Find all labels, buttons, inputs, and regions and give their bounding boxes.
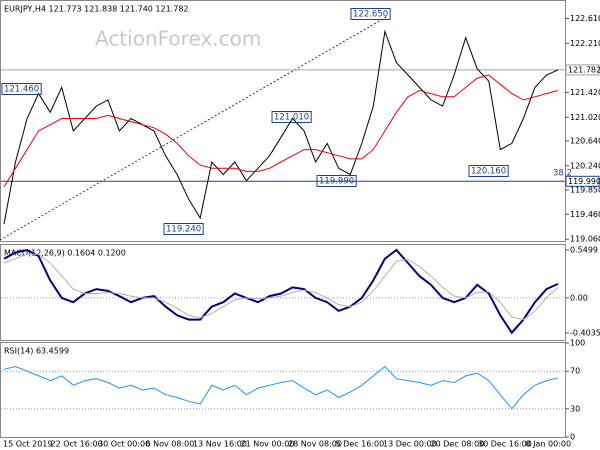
panel-title: EURJPY,H4 121.773 121.838 121.740 121.78…	[4, 5, 189, 14]
x-tick-label: 22 Oct 16:00	[51, 440, 103, 449]
watermark: ActionForex.com	[95, 27, 261, 51]
y-tick-label: 119.460	[570, 210, 600, 219]
panel-title: MACD(12,26,9) 0.1604 0.1200	[4, 249, 126, 258]
price-panel	[0, 0, 566, 242]
y-tick-label: 122.210	[570, 39, 600, 48]
y-tick-label: -0.4035	[570, 328, 600, 337]
rsi-panel	[0, 342, 566, 438]
y-tick-label: 121.420	[570, 88, 600, 97]
series-line	[3, 365, 559, 410]
x-tick-label: 20 Dec 08:00	[431, 440, 485, 449]
x-tick-label: 8 Jan 00:00	[526, 440, 572, 449]
panel-title: RSI(14) 63.4599	[4, 347, 69, 356]
fib-line	[0, 15, 389, 241]
x-tick-label: 21 Nov 00:00	[241, 440, 295, 449]
price-label: 119.990	[568, 177, 600, 186]
y-tick-label: 122.610	[570, 14, 600, 23]
y-tick-label: 119.060	[570, 235, 600, 244]
x-tick-label: 13 Dec 00:00	[383, 440, 437, 449]
price-box	[565, 175, 600, 187]
annotation: 119.990	[319, 177, 354, 187]
x-tick-label: 30 Oct 00:00	[98, 440, 150, 449]
macd-panel	[0, 244, 566, 341]
y-tick-label: 121.020	[570, 113, 600, 122]
annotation: 122.650	[353, 10, 388, 20]
annotation: 120.160	[471, 167, 506, 177]
y-tick-label: 30	[570, 404, 580, 413]
y-tick-label: 119.850	[570, 186, 600, 195]
y-tick-label: 120.240	[570, 161, 600, 170]
y-tick-label: 120.640	[570, 136, 600, 145]
x-tick-label: 15 Oct 2019	[3, 440, 52, 449]
annotation: 38.2	[553, 169, 572, 179]
annotation: 121.010	[274, 113, 309, 123]
y-tick-label: 70	[570, 367, 580, 376]
series-line	[3, 74, 559, 188]
annotation-box	[163, 223, 204, 235]
y-tick-label: 100	[570, 339, 585, 348]
annotation-box	[316, 175, 357, 187]
annotation-box	[350, 8, 391, 20]
price-label: 121.782	[568, 65, 600, 74]
x-tick-label: 13 Nov 16:00	[193, 440, 247, 449]
annotation-box	[1, 83, 42, 95]
price-box	[565, 64, 600, 76]
y-tick-label: 0	[570, 433, 575, 442]
series-line	[3, 248, 559, 335]
series-line	[3, 29, 559, 225]
annotation-box	[468, 165, 509, 177]
annotation: 119.240	[166, 225, 201, 235]
y-tick-label: 0.00	[570, 293, 588, 302]
annotation-box	[271, 111, 312, 123]
y-tick-label: 0.5499	[570, 245, 598, 254]
x-tick-label: 5 Dec 16:00	[336, 440, 385, 449]
x-tick-label: 30 Dec 16:00	[478, 440, 532, 449]
annotation: 121.460	[4, 85, 39, 95]
series-line	[3, 253, 559, 321]
x-tick-label: 28 Nov 08:00	[288, 440, 342, 449]
x-tick-label: 6 Nov 08:00	[146, 440, 195, 449]
